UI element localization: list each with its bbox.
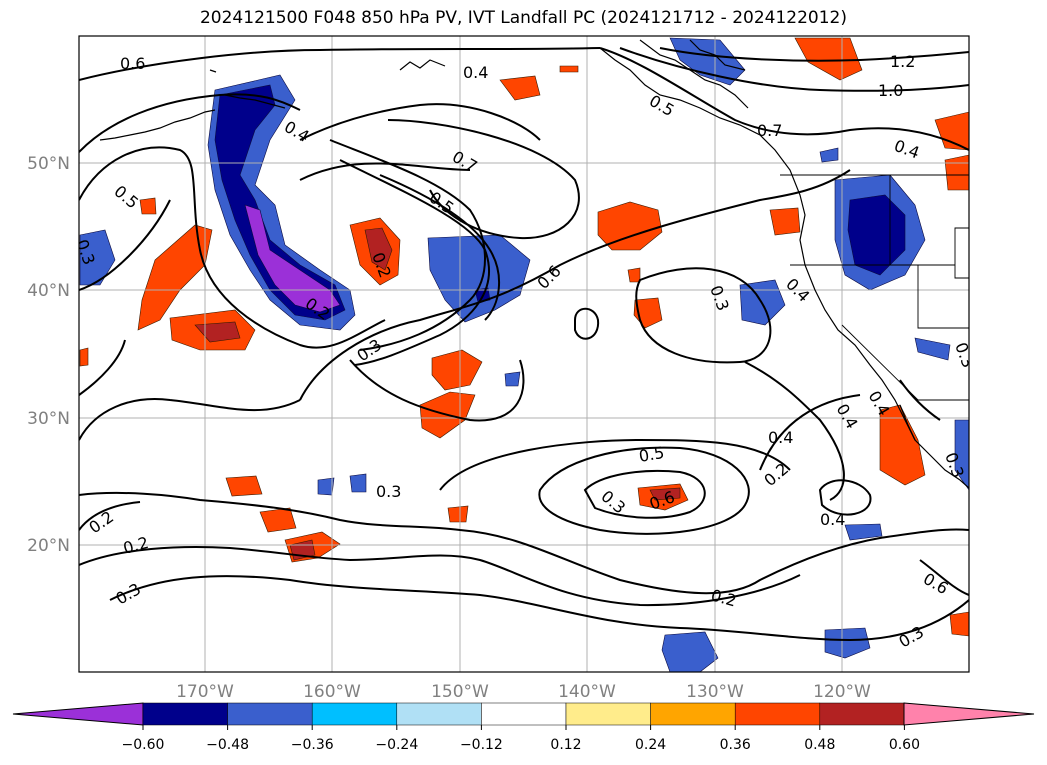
colorbar-tick-label: −0.24: [375, 737, 418, 753]
lat-label: 20°N: [27, 536, 70, 556]
contour-label: 0.4: [820, 510, 845, 529]
lon-label: 160°W: [303, 682, 361, 702]
colorbar-cell: [142, 702, 228, 726]
colorbar-cell: [481, 702, 567, 726]
colorbar-cell: [311, 702, 398, 726]
colorbar-tick-label: 0.60: [889, 737, 920, 753]
lon-label: 120°W: [813, 682, 871, 702]
contour-label: 0.3: [376, 482, 401, 501]
colorbar-extend-right: [903, 702, 1035, 726]
political-borders: [780, 174, 969, 401]
contour-label: 0.4: [768, 428, 793, 447]
map-title: 2024121500 F048 850 hPa PV, IVT Landfall…: [199, 8, 847, 28]
colorbar-tick-label: 0.12: [550, 737, 581, 753]
colorbar-cell: [565, 702, 651, 726]
colorbar-tick-label: −0.36: [291, 737, 334, 753]
colorbar-cell: [819, 702, 905, 726]
contour-label: 0.4: [463, 63, 488, 82]
lat-label: 40°N: [27, 281, 70, 301]
lat-label: 50°N: [27, 154, 70, 174]
latitude-labels: 50°N 40°N 30°N 20°N: [27, 154, 70, 556]
colorbar-tick-label: 0.36: [720, 737, 751, 753]
lon-label: 150°W: [431, 682, 489, 702]
graticule: [79, 36, 969, 672]
colorbar-cell: [396, 702, 482, 726]
contour-label: 1.0: [878, 81, 903, 100]
ivt-contours: [79, 47, 969, 642]
contour-label: 0.7: [757, 121, 782, 140]
colorbar-tick-label: −0.60: [122, 737, 165, 753]
lon-label: 170°W: [176, 682, 234, 702]
lon-label: 140°W: [558, 682, 616, 702]
colorbar: −0.60 −0.48 −0.36 −0.24 −0.12 0.12 0.24 0.36 0.4…: [12, 702, 1035, 753]
contour-label: 0.6: [120, 54, 145, 73]
positive-pv-shading: [79, 37, 969, 637]
longitude-labels: 170°W 160°W 150°W 140°W 130°W 120°W: [176, 682, 871, 702]
coastlines: [99, 39, 969, 489]
colorbar-tick-label: −0.12: [460, 737, 503, 753]
colorbar-cell: [650, 702, 736, 726]
lon-label: 130°W: [686, 682, 744, 702]
contour-label: 0.3: [72, 237, 99, 267]
colorbar-tick-label: 0.48: [804, 737, 835, 753]
contour-label: 1.2: [890, 52, 915, 71]
colorbar-tick-label: 0.24: [635, 737, 666, 753]
colorbar-extend-left: [12, 702, 144, 726]
lat-label: 30°N: [27, 409, 70, 429]
plot-frame: [78, 35, 970, 673]
contour-label: 0.5: [637, 443, 665, 466]
colorbar-cell: [227, 702, 313, 726]
colorbar-cell: [734, 702, 821, 726]
colorbar-tick-label: −0.48: [206, 737, 249, 753]
